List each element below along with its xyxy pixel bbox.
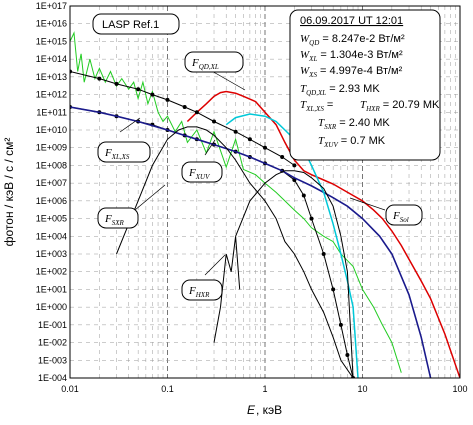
series-hxr [213, 236, 241, 343]
data-point [150, 92, 155, 97]
info-date: 06.09.2017 UT 12:01 [300, 15, 403, 27]
data-point [247, 137, 252, 142]
data-point [114, 81, 119, 86]
y-tick-label: 1E+017 [36, 1, 67, 11]
data-point [212, 119, 217, 124]
x-tick-label: 0.1 [161, 384, 174, 394]
curve-label: FXUV [181, 139, 223, 183]
y-tick-label: 1E+001 [36, 284, 67, 294]
info-row: TXL,XS = [300, 99, 333, 113]
series-qdxl_dark [70, 71, 295, 166]
info-box: 06.09.2017 UT 12:01 WQD = 8.247e-2 Вт/м²… [289, 9, 441, 161]
y-tick-label: 1E-003 [38, 355, 67, 365]
curve-label: FXL,XS [97, 117, 151, 163]
svg-text:FSol: FSol [392, 210, 409, 224]
y-tick-label: 1E+006 [36, 196, 67, 206]
data-point [280, 154, 285, 159]
x-axis-label: E , кэВ [247, 403, 282, 417]
info-row: TXUV = 0.7 MK [318, 135, 386, 149]
y-tick-labels: 1E-004 1E-003 1E-002 1E-001 1E+000 1E+001 1E+0… [36, 1, 67, 383]
svg-text:FQD,XL: FQD,XL [191, 57, 219, 71]
y-tick-label: 1E+010 [36, 125, 67, 135]
curve-label: FSXR [97, 184, 166, 229]
info-row: TQD,XL = 2.93 MK [300, 83, 380, 97]
x-tick-label: 100 [452, 384, 467, 394]
data-point [292, 163, 297, 168]
svg-text:LASP Ref.1: LASP Ref.1 [102, 19, 159, 31]
svg-text:FXL,XS: FXL,XS [104, 147, 130, 161]
svg-text:FSXR: FSXR [104, 213, 125, 227]
lasp-legend: LASP Ref.1 [92, 13, 180, 35]
svg-text:E: E [247, 403, 256, 417]
data-point [182, 104, 187, 109]
curve-labels: FQD,XL FXL,XS FXUV FSXR FHXR FSol [97, 51, 423, 301]
y-tick-label: 1E+005 [36, 214, 67, 224]
y-tick-label: 1E+016 [36, 19, 67, 29]
data-point [97, 76, 102, 81]
curve-label: FSol [349, 197, 423, 226]
y-tick-label: 1E+004 [36, 231, 67, 241]
data-point [331, 287, 336, 292]
data-point [321, 252, 326, 256]
data-point [263, 145, 267, 150]
series-xuv [116, 126, 392, 378]
info-row: TSXR = 2.40 MK [318, 117, 390, 131]
info-row: WQD = 8.247e-2 Вт/м² [300, 33, 405, 47]
series-sxr [235, 170, 354, 378]
y-tick-label: 1E+012 [36, 90, 67, 100]
info-row: WXL = 1.304e-3 Вт/м² [300, 49, 403, 63]
svg-text:FHXR: FHXR [188, 285, 210, 299]
x-tick-label: 0.01 [61, 384, 79, 394]
y-tick-label: 1E-004 [38, 373, 67, 383]
data-point [345, 352, 350, 357]
data-point [309, 216, 314, 221]
y-tick-label: 1E+002 [36, 267, 67, 277]
data-point [233, 129, 238, 134]
curve-label: FHXR [181, 254, 226, 301]
series-lasp [70, 31, 402, 373]
y-tick-label: 1E+013 [36, 72, 67, 82]
series-qdxl_red [186, 90, 460, 378]
series-xlxs_blue [70, 106, 432, 378]
data-point [194, 110, 199, 115]
y-tick-label: 1E+007 [36, 178, 67, 188]
y-tick-label: 1E+003 [36, 249, 67, 259]
y-tick-label: 1E+008 [36, 160, 67, 170]
x-tick-label: 1 [262, 384, 267, 394]
x-tick-labels: 0.01 0.1 1 10 100 [61, 384, 467, 394]
y-tick-label: 1E-002 [38, 338, 67, 348]
info-row: THXR = 20.79 MK [360, 99, 440, 113]
y-tick-label: 1E+015 [36, 36, 67, 46]
data-point [136, 87, 141, 92]
data-point [338, 322, 343, 327]
info-row: WXS = 4.997e-4 Вт/м² [300, 65, 403, 79]
svg-text:, кэВ: , кэВ [256, 403, 282, 417]
y-tick-label: 1E+011 [36, 107, 67, 117]
y-tick-label: 1E-001 [38, 320, 67, 330]
y-axis-label: фотон / кэВ / с / см² [2, 138, 16, 247]
plot-frame [69, 5, 461, 379]
y-tick-label: 1E+000 [36, 302, 67, 312]
data-point [301, 193, 306, 198]
svg-text:FXUV: FXUV [188, 167, 210, 181]
curve-label: FQD,XL [184, 51, 246, 91]
y-tick-label: 1E+009 [36, 143, 67, 153]
y-tick-label: 1E+014 [36, 54, 67, 64]
x-tick-label: 10 [357, 384, 367, 394]
data-point [165, 97, 170, 102]
